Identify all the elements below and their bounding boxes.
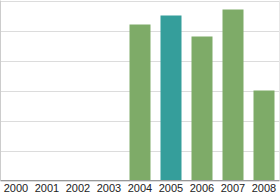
bar	[254, 91, 275, 181]
x-tick-label: 2008	[252, 182, 276, 194]
bar	[130, 25, 151, 181]
bar	[192, 37, 213, 181]
plot-frame	[279, 1, 280, 181]
bar	[161, 16, 182, 181]
x-axis-line	[1, 180, 280, 181]
bar	[223, 10, 244, 181]
x-tick-label: 2006	[190, 182, 214, 194]
x-tick-label: 2000	[4, 182, 28, 194]
x-tick-label: 2002	[66, 182, 90, 194]
x-tick-label: 2003	[97, 182, 121, 194]
grid-line	[1, 1, 280, 2]
x-tick-label: 2005	[159, 182, 183, 194]
x-tick-label: 2001	[35, 182, 59, 194]
chart-svg: 2000 2001 2002 2003 2004 2005 2006 2007 2008	[0, 0, 280, 195]
y-axis-line	[0, 1, 1, 181]
x-tick-label: 2007	[221, 182, 245, 194]
x-tick-label: 2004	[128, 182, 152, 194]
chart-container: 2000 2001 2002 2003 2004 2005 2006 2007 2008	[0, 0, 280, 195]
bars	[130, 10, 275, 181]
